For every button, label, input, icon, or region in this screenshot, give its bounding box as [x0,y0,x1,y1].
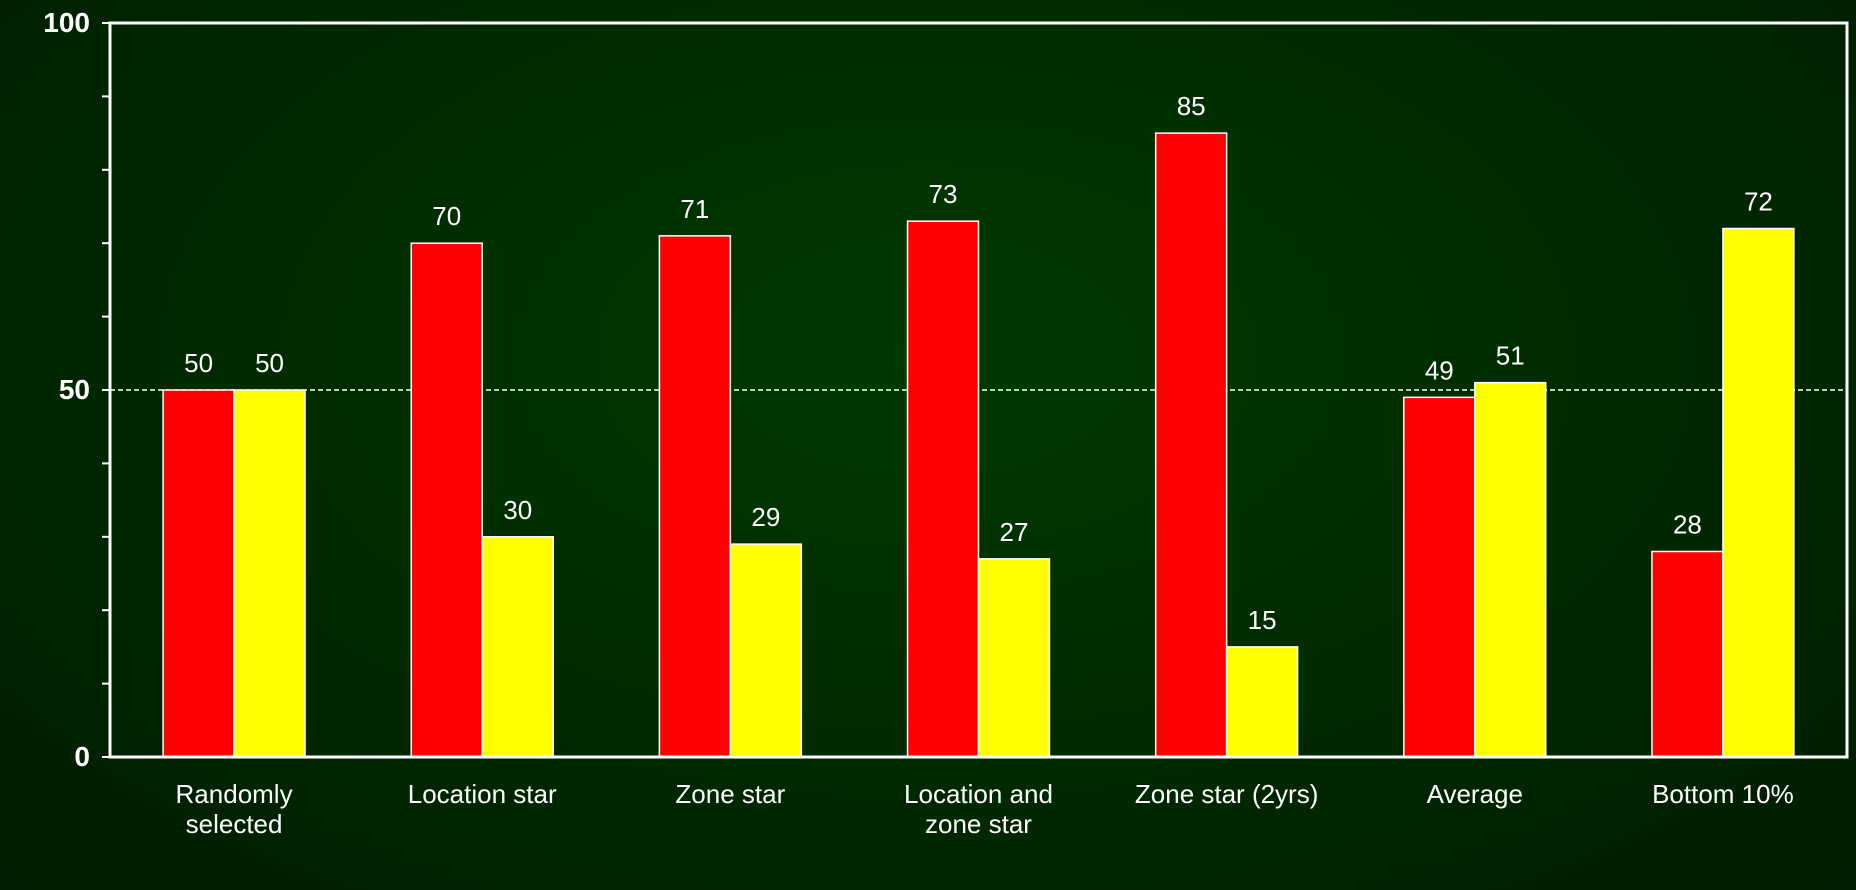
value-label: 50 [184,348,213,378]
bar [1651,550,1724,758]
bar [906,220,980,758]
value-label: 85 [1177,91,1206,121]
bar [1474,381,1547,758]
value-label: 30 [503,495,532,525]
y-tick-label: 0 [74,741,90,772]
bar [481,536,554,758]
value-label: 70 [432,201,461,231]
value-label: 50 [255,348,284,378]
value-label: 73 [929,179,958,209]
value-label: 49 [1425,355,1454,385]
bar [1225,646,1299,758]
x-tick-label: Bottom 10% [1652,779,1794,809]
y-tick-label: 100 [43,7,90,38]
value-label: 51 [1496,341,1525,371]
value-label: 29 [751,502,780,532]
bar [162,389,235,758]
x-tick-label: Zone star (2yrs) [1134,779,1319,809]
value-label: 72 [1744,187,1773,217]
bar [1722,227,1795,758]
value-label: 15 [1248,605,1277,635]
value-label: 71 [680,194,709,224]
x-tick-label: Randomly selected [175,779,293,839]
bar [658,235,732,758]
x-tick-label: Average [1426,779,1523,809]
value-label: 27 [1000,517,1029,547]
x-tick-label: Location star [407,779,557,809]
y-tick-label: 50 [59,374,90,405]
bar [1154,132,1228,758]
bar [729,543,803,758]
x-tick-label: Zone star [675,779,786,809]
bar [977,558,1051,758]
plot-frame [108,21,1849,759]
bar [233,389,306,758]
x-tick-label: Location and zone star [904,779,1053,839]
bar [1403,396,1476,758]
bar [410,242,483,758]
value-label: 28 [1673,509,1702,539]
